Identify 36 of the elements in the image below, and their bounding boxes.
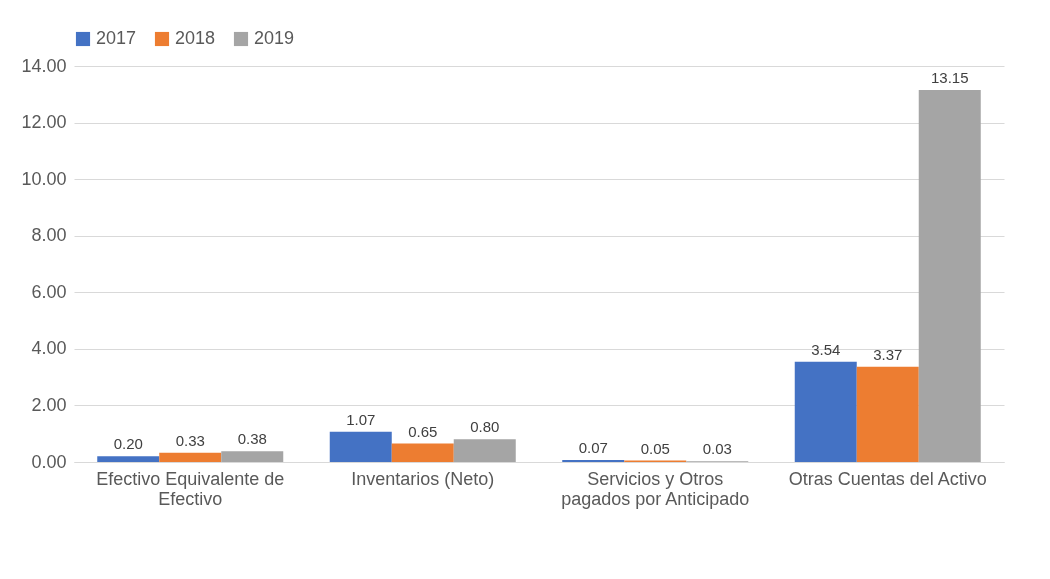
y-tick-label: 4.00 [31, 338, 67, 359]
legend-label: 2019 [254, 28, 295, 48]
y-tick-label: 0.00 [31, 451, 67, 472]
data-label: 0.65 [408, 422, 438, 440]
bar [794, 361, 857, 462]
data-label: 0.03 [702, 440, 732, 458]
bar [329, 431, 392, 462]
data-label: 1.07 [346, 410, 376, 428]
data-label: 0.33 [175, 431, 205, 449]
data-label: 3.37 [873, 345, 903, 363]
bar [918, 90, 981, 462]
y-tick-label: 14.00 [21, 55, 67, 76]
legend-label: 2018 [175, 28, 216, 48]
bar [391, 443, 454, 462]
y-tick-label: 6.00 [31, 281, 67, 302]
bar [856, 366, 919, 462]
bar [221, 451, 284, 462]
bar [453, 439, 516, 462]
x-tick-label: Otras Cuentas del Activo [788, 468, 987, 489]
data-label: 3.54 [811, 340, 841, 358]
x-tick-label: Inventarios (Neto) [351, 468, 495, 489]
y-tick-label: 12.00 [21, 112, 67, 133]
y-tick-label: 2.00 [31, 394, 67, 415]
legend-label: 2017 [96, 28, 137, 48]
data-label: 13.15 [930, 69, 969, 87]
x-tick-label: Efectivo Equivalente de Efectivo [96, 468, 285, 509]
data-label: 0.20 [113, 435, 143, 453]
bar [159, 452, 222, 462]
bar [97, 456, 160, 462]
data-label: 0.38 [237, 430, 267, 448]
y-tick-label: 8.00 [31, 225, 67, 246]
y-tick-label: 10.00 [21, 168, 67, 189]
data-label: 0.80 [470, 418, 500, 436]
x-tick-label: Servicios y Otros pagados por Anticipado [561, 468, 750, 509]
data-label: 0.07 [578, 439, 608, 457]
data-label: 0.05 [640, 439, 670, 457]
